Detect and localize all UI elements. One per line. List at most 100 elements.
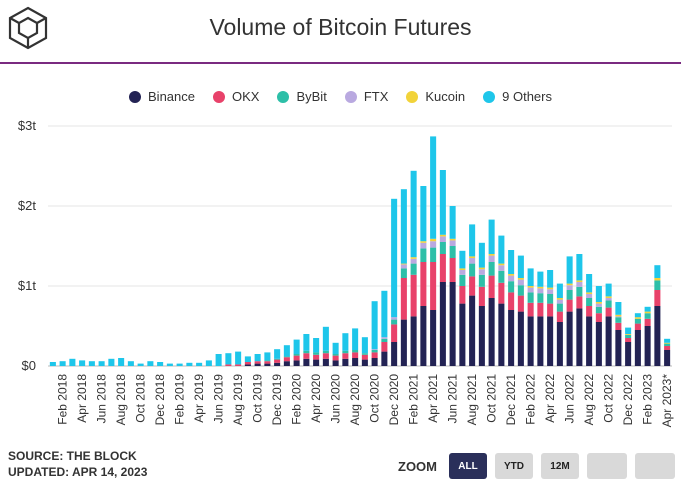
bar-segment-ftx xyxy=(615,316,622,318)
bar-segment-9-others xyxy=(79,360,86,366)
bar-segment-ftx xyxy=(605,298,612,301)
bar-segment-bybit xyxy=(556,303,563,312)
x-tick-label: Apr 2019 xyxy=(192,374,206,423)
bar-segment-okx xyxy=(488,275,495,298)
bar-segment-binance xyxy=(664,350,671,366)
bar-segment-bybit xyxy=(313,352,320,355)
bar-segment-kucoin xyxy=(469,256,476,258)
legend-item-kucoin[interactable]: Kucoin xyxy=(406,89,465,104)
bar-segment-ftx xyxy=(556,299,563,304)
bar-segment-ftx xyxy=(566,285,573,290)
bar-segment-okx xyxy=(225,364,232,366)
zoom-extra-button[interactable] xyxy=(587,453,627,479)
bar-segment-9-others xyxy=(108,358,115,366)
bar-segment-9-others xyxy=(332,342,339,354)
bar-segment-bybit xyxy=(664,343,671,346)
legend-item-bybit[interactable]: ByBit xyxy=(277,89,327,104)
bar-segment-binance xyxy=(332,360,339,366)
bar-segment-kucoin xyxy=(478,267,485,270)
bar-segment-binance xyxy=(527,316,534,366)
bar-segment-9-others xyxy=(381,290,388,338)
bar-segment-ftx xyxy=(478,269,485,275)
bar-segment-9-others xyxy=(322,326,329,351)
bar-segment-okx xyxy=(439,254,446,282)
bar-segment-bybit xyxy=(654,280,661,290)
legend-label: Kucoin xyxy=(425,89,466,104)
updated-text: UPDATED: APR 14, 2023 xyxy=(8,465,148,479)
bar-segment-kucoin xyxy=(420,241,427,243)
bar-segment-bybit xyxy=(498,270,505,283)
bar-segment-binance xyxy=(586,316,593,366)
x-tick-label: Apr 2022 xyxy=(543,374,557,423)
bar-segment-9-others xyxy=(186,362,193,366)
bar-segment-9-others xyxy=(127,361,134,366)
legend-item-others[interactable]: 9 Others xyxy=(483,89,552,104)
bar-segment-binance xyxy=(576,308,583,366)
x-tick-label: Aug 2019 xyxy=(231,374,245,426)
bar-segment-9-others xyxy=(498,235,505,264)
bar-segment-9-others xyxy=(517,255,524,278)
bar-segment-binance xyxy=(342,358,349,366)
bar-segment-9-others xyxy=(215,354,222,366)
x-tick-label: Apr 2020 xyxy=(309,374,323,423)
bar-segment-9-others xyxy=(361,337,368,354)
bar-segment-9-others xyxy=(166,363,173,366)
bar-segment-9-others xyxy=(400,189,407,264)
bar-segment-9-others xyxy=(235,351,242,365)
bar-segment-9-others xyxy=(313,338,320,353)
zoom-ytd-button[interactable]: YTD xyxy=(495,453,533,479)
bar-segment-binance xyxy=(274,362,281,366)
bar-segment-bybit xyxy=(595,306,602,314)
bar-segment-ftx xyxy=(595,303,602,307)
bar-segment-ftx xyxy=(420,242,427,249)
x-tick-label: Feb 2023 xyxy=(641,374,655,425)
bar-segment-bybit xyxy=(322,350,329,354)
bar-segment-9-others xyxy=(439,170,446,235)
legend-label: Binance xyxy=(148,89,195,104)
zoom-extra-button[interactable] xyxy=(635,453,675,479)
bar-segment-okx xyxy=(244,362,251,365)
bar-segment-9-others xyxy=(478,242,485,268)
x-tick-label: Aug 2022 xyxy=(582,374,596,426)
bar-segment-9-others xyxy=(157,362,164,366)
legend-item-ftx[interactable]: FTX xyxy=(344,89,388,104)
y-tick-label: $2t xyxy=(18,198,36,213)
bar-segment-kucoin xyxy=(576,280,583,282)
bar-segment-binance xyxy=(361,359,368,366)
bar-segment-9-others xyxy=(547,270,554,288)
legend-item-okx[interactable]: OKX xyxy=(213,89,259,104)
bar-segment-binance xyxy=(293,360,300,366)
bar-segment-okx xyxy=(400,278,407,320)
legend-dot-others xyxy=(483,90,496,103)
zoom-all-button[interactable]: ALL xyxy=(449,453,487,479)
bar-segment-bybit xyxy=(537,293,544,303)
bar-segment-okx xyxy=(449,258,456,282)
bar-segment-9-others xyxy=(264,352,271,361)
bar-segment-9-others xyxy=(459,250,466,269)
legend-item-binance[interactable]: Binance xyxy=(129,89,195,104)
bar-segment-ftx xyxy=(508,275,515,282)
legend-dot-bybit xyxy=(277,90,290,103)
bar-segment-okx xyxy=(381,342,388,352)
bar-segment-9-others xyxy=(88,361,95,366)
bar-segment-okx xyxy=(459,286,466,304)
bar-segment-binance xyxy=(459,303,466,366)
bar-segment-kucoin xyxy=(498,263,505,266)
bar-segment-okx xyxy=(576,296,583,309)
x-tick-label: Feb 2019 xyxy=(173,374,187,425)
bar-segment-okx xyxy=(283,357,290,362)
bar-segment-binance xyxy=(313,359,320,366)
bar-segment-9-others xyxy=(98,361,105,366)
bar-segment-ftx xyxy=(459,270,466,275)
zoom-12m-button[interactable]: 12M xyxy=(541,453,579,479)
bar-segment-9-others xyxy=(595,286,602,302)
title-divider xyxy=(0,62,681,64)
bar-segment-bybit xyxy=(410,263,417,275)
bar-segment-bybit xyxy=(303,350,310,354)
bar-segment-9-others xyxy=(225,353,232,365)
bar-segment-9-others xyxy=(537,271,544,287)
bar-segment-kucoin xyxy=(508,274,515,276)
bar-segment-9-others xyxy=(274,349,281,359)
zoom-controls: ZOOM ALL YTD 12M xyxy=(398,453,675,479)
legend-dot-okx xyxy=(213,90,225,103)
